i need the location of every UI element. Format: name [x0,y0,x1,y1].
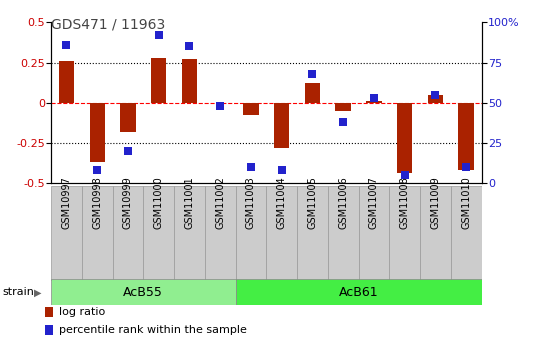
Bar [112,186,143,281]
Bar [390,186,420,281]
Bar [51,186,82,281]
Point [93,167,102,173]
Bar [397,103,412,173]
Bar [45,325,53,335]
Bar [182,59,197,103]
Bar [305,83,320,103]
Bar [358,186,390,281]
Bar [151,58,166,103]
Text: GSM11003: GSM11003 [246,176,256,229]
Text: percentile rank within the sample: percentile rank within the sample [59,325,247,335]
Bar [45,307,53,317]
Text: GSM11001: GSM11001 [185,176,194,229]
Point [278,167,286,173]
Point [431,92,440,97]
Text: ▶: ▶ [34,287,41,297]
Text: AcB61: AcB61 [339,286,378,299]
Bar [59,61,74,103]
Bar [243,103,259,116]
Point [154,32,163,38]
Text: GSM10998: GSM10998 [92,176,102,229]
Point [216,103,224,109]
Point [400,172,409,178]
Text: GSM11000: GSM11000 [154,176,164,229]
Point [124,148,132,154]
Text: GSM11004: GSM11004 [277,176,287,229]
Bar [174,186,205,281]
Text: GSM11002: GSM11002 [215,176,225,229]
Bar [82,186,112,281]
Point [308,71,317,77]
Bar [420,186,451,281]
Bar [274,103,289,148]
Bar [205,186,236,281]
Bar [89,103,105,162]
Point [62,42,71,48]
Point [246,164,255,170]
Bar [336,103,351,111]
Text: strain: strain [3,287,34,297]
Text: GSM10997: GSM10997 [61,176,72,229]
Text: GSM11006: GSM11006 [338,176,348,229]
Bar [143,186,174,281]
Text: GSM11007: GSM11007 [369,176,379,229]
Text: GDS471 / 11963: GDS471 / 11963 [51,17,165,31]
Bar [458,103,474,170]
Bar [328,186,358,281]
Text: GSM11010: GSM11010 [461,176,471,229]
Text: GSM11008: GSM11008 [400,176,409,229]
Bar [297,186,328,281]
Text: log ratio: log ratio [59,307,105,317]
Text: GSM11009: GSM11009 [430,176,441,229]
Bar [236,279,482,305]
Bar [366,101,381,103]
Bar [236,186,266,281]
Bar [428,95,443,103]
Bar [266,186,297,281]
Text: GSM11005: GSM11005 [307,176,317,229]
Text: GSM10999: GSM10999 [123,176,133,229]
Bar [451,186,482,281]
Bar [51,279,236,305]
Bar [121,103,136,131]
Point [339,119,348,125]
Point [185,44,194,49]
Text: AcB55: AcB55 [123,286,163,299]
Point [462,164,470,170]
Point [370,95,378,101]
